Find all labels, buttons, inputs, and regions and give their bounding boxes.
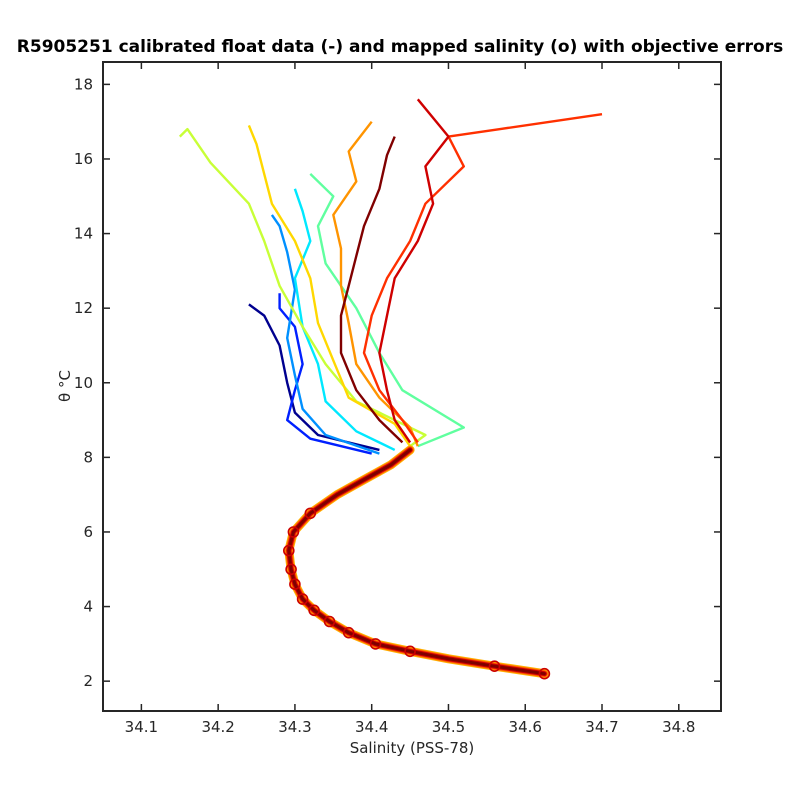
- mapped-salinity-point: [282, 544, 295, 557]
- deep-profile-line: [285, 446, 548, 678]
- y-tick-label: 14: [74, 225, 93, 243]
- mapped-salinity-point: [296, 593, 309, 605]
- mapped-salinity-point: [369, 638, 382, 650]
- y-tick-label: 16: [74, 150, 93, 168]
- x-tick-label: 34.7: [585, 718, 618, 736]
- deep-profile-line: [287, 448, 546, 676]
- deep-profile-line: [284, 445, 549, 679]
- x-tick-label: 34.1: [125, 718, 158, 736]
- chart-title: R5905251 calibrated float data (-) and m…: [17, 37, 783, 57]
- profile-line: [178, 127, 427, 448]
- mapped-salinity-point: [404, 645, 416, 658]
- y-axis: 2 4 6 8 10 12 14 16 18: [74, 75, 721, 690]
- plot-area: [178, 98, 603, 680]
- x-tick-label: 34.3: [278, 718, 311, 736]
- plot-frame: [102, 61, 722, 712]
- y-axis-label: θ °C: [56, 370, 74, 402]
- profile-line: [247, 124, 412, 447]
- mapped-salinity-point: [285, 563, 297, 576]
- y-tick-label: 2: [83, 672, 93, 690]
- mapped-salinity-point: [289, 578, 301, 591]
- profile-line: [248, 303, 380, 452]
- x-tick-label: 34.2: [201, 718, 234, 736]
- profile-line: [339, 136, 404, 444]
- x-tick-label: 34.4: [355, 718, 388, 736]
- profile-line: [270, 214, 380, 455]
- profile-line: [293, 188, 396, 451]
- profile-line: [278, 293, 372, 455]
- y-tick-label: 10: [74, 374, 93, 392]
- x-tick-label: 34.5: [432, 718, 465, 736]
- deep-profile-line: [286, 447, 547, 677]
- x-tick-label: 34.6: [509, 718, 542, 736]
- profile-line: [362, 113, 603, 444]
- y-tick-label: 4: [83, 598, 93, 616]
- y-tick-label: 12: [74, 299, 93, 317]
- x-axis: 34.1 34.2 34.3 34.4 34.5 34.6 34.7 34.8: [125, 62, 695, 736]
- x-tick-label: 34.8: [662, 718, 695, 736]
- y-tick-label: 18: [74, 75, 93, 93]
- mapped-salinity-point: [538, 667, 551, 680]
- y-tick-label: 6: [83, 523, 93, 541]
- mapped-salinity-point: [342, 626, 355, 639]
- mapped-salinity-point: [488, 660, 501, 673]
- profile-line: [332, 120, 419, 447]
- mapped-salinity-point: [308, 604, 320, 617]
- y-tick-label: 8: [83, 448, 93, 466]
- profile-line: [309, 173, 465, 448]
- mapped-salinity-point: [323, 615, 336, 628]
- profile-line: [378, 98, 450, 444]
- x-axis-label: Salinity (PSS-78): [350, 739, 475, 757]
- mapped-salinity-point: [304, 507, 317, 520]
- mapped-salinity-point: [287, 526, 300, 538]
